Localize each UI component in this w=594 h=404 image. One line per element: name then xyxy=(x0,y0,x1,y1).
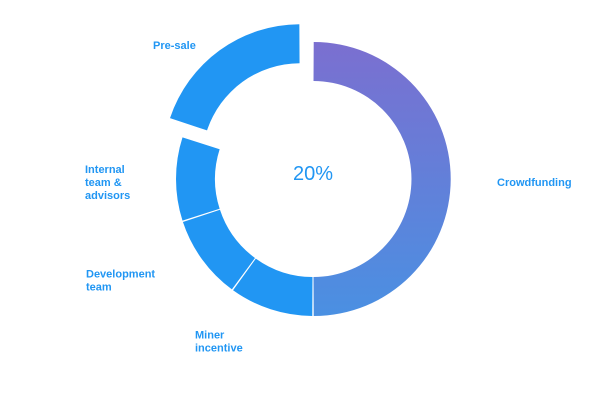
slice-development-team[interactable] xyxy=(182,209,255,290)
label-development-team: Development team xyxy=(86,269,155,294)
donut-slices xyxy=(170,24,451,316)
slice-pre-sale[interactable] xyxy=(170,24,300,131)
label-pre-sale: Pre-sale xyxy=(153,40,196,52)
center-percentage-label: 20% xyxy=(293,163,333,185)
label-internal-team-and-advisors: Internal team & advisors xyxy=(85,164,130,202)
label-crowdfunding: Crowdfunding xyxy=(497,177,572,189)
slice-crowdfunding[interactable] xyxy=(313,42,451,316)
slice-miner-incentive[interactable] xyxy=(233,258,313,316)
slice-internal-team-and-advisors[interactable] xyxy=(176,137,220,221)
label-miner-incentive: Miner incentive xyxy=(195,330,243,355)
slice-labels: Crowdfunding Miner incentive Development tea… xyxy=(85,40,572,355)
